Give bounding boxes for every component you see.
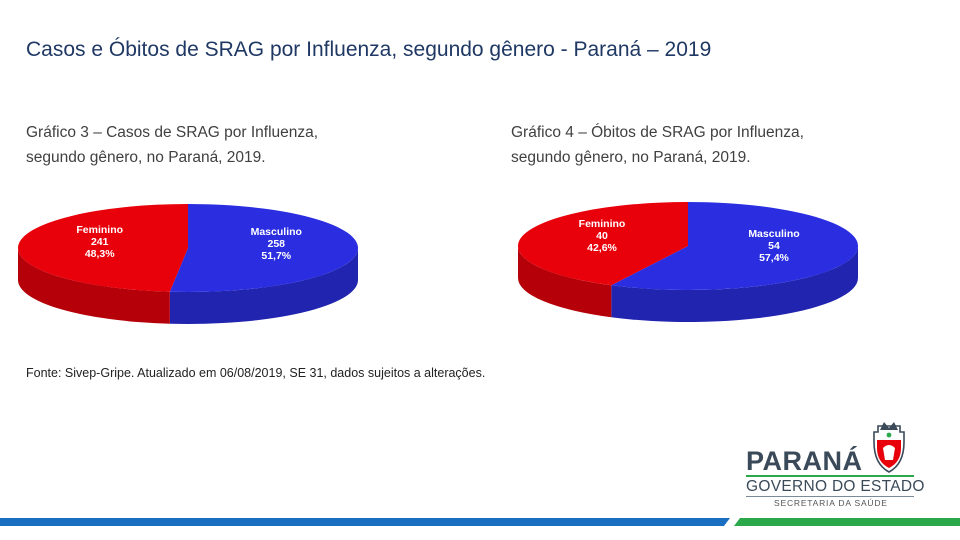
logo-government: GOVERNO DO ESTADO — [746, 478, 925, 495]
caption-line-1: Gráfico 4 – Óbitos de SRAG por Influenza… — [511, 124, 804, 141]
slice-masculino — [611, 202, 858, 290]
caption-line-2: segundo gênero, no Paraná, 2019. — [26, 149, 266, 166]
logo-divider — [746, 496, 914, 497]
footer-stripe-green — [734, 518, 960, 526]
slice-side-masculino — [611, 246, 858, 322]
slice-percent: 42,6% — [587, 242, 617, 254]
slice-side-feminino — [18, 248, 170, 324]
slice-percent: 57,4% — [759, 252, 789, 264]
caption-line-1: Gráfico 3 – Casos de SRAG por Influenza, — [26, 124, 319, 141]
slice-percent: 48,3% — [85, 248, 115, 260]
slice-side-masculino — [169, 248, 358, 324]
slice-value: 258 — [268, 238, 286, 250]
chart-caption-obitos: Gráfico 4 – Óbitos de SRAG por Influenza… — [511, 120, 871, 170]
slice-value: 54 — [768, 240, 780, 252]
slice-label: Masculino — [748, 228, 799, 240]
logo-secretariat: SECRETARIA DA SAÚDE — [774, 498, 888, 508]
slice-value: 241 — [91, 236, 109, 248]
slice-value: 40 — [596, 230, 608, 242]
logo-brand: PARANÁ — [746, 446, 863, 476]
slice-label: Feminino — [76, 224, 123, 236]
parana-logo: PARANÁ GOVERNO DO ESTADO SECRETARIA DA S… — [746, 418, 936, 510]
slice-masculino — [169, 204, 358, 292]
slice-feminino — [17, 204, 188, 292]
slice-feminino — [518, 202, 688, 286]
footer-stripe-blue — [0, 518, 730, 526]
footer-stripe — [0, 518, 960, 526]
slice-label: Masculino — [251, 226, 302, 238]
chart-caption-casos: Gráfico 3 – Casos de SRAG por Influenza,… — [26, 120, 386, 170]
source-note: Fonte: Sivep-Gripe. Atualizado em 06/08/… — [26, 366, 486, 380]
slice-label: Feminino — [579, 218, 626, 230]
caption-line-2: segundo gênero, no Paraná, 2019. — [511, 149, 751, 166]
slice-side-feminino — [518, 246, 612, 318]
slice-percent: 51,7% — [261, 250, 291, 262]
logo-divider — [746, 475, 914, 477]
coat-of-arms-icon — [873, 422, 905, 473]
page-title: Casos e Óbitos de SRAG por Influenza, se… — [26, 38, 712, 61]
